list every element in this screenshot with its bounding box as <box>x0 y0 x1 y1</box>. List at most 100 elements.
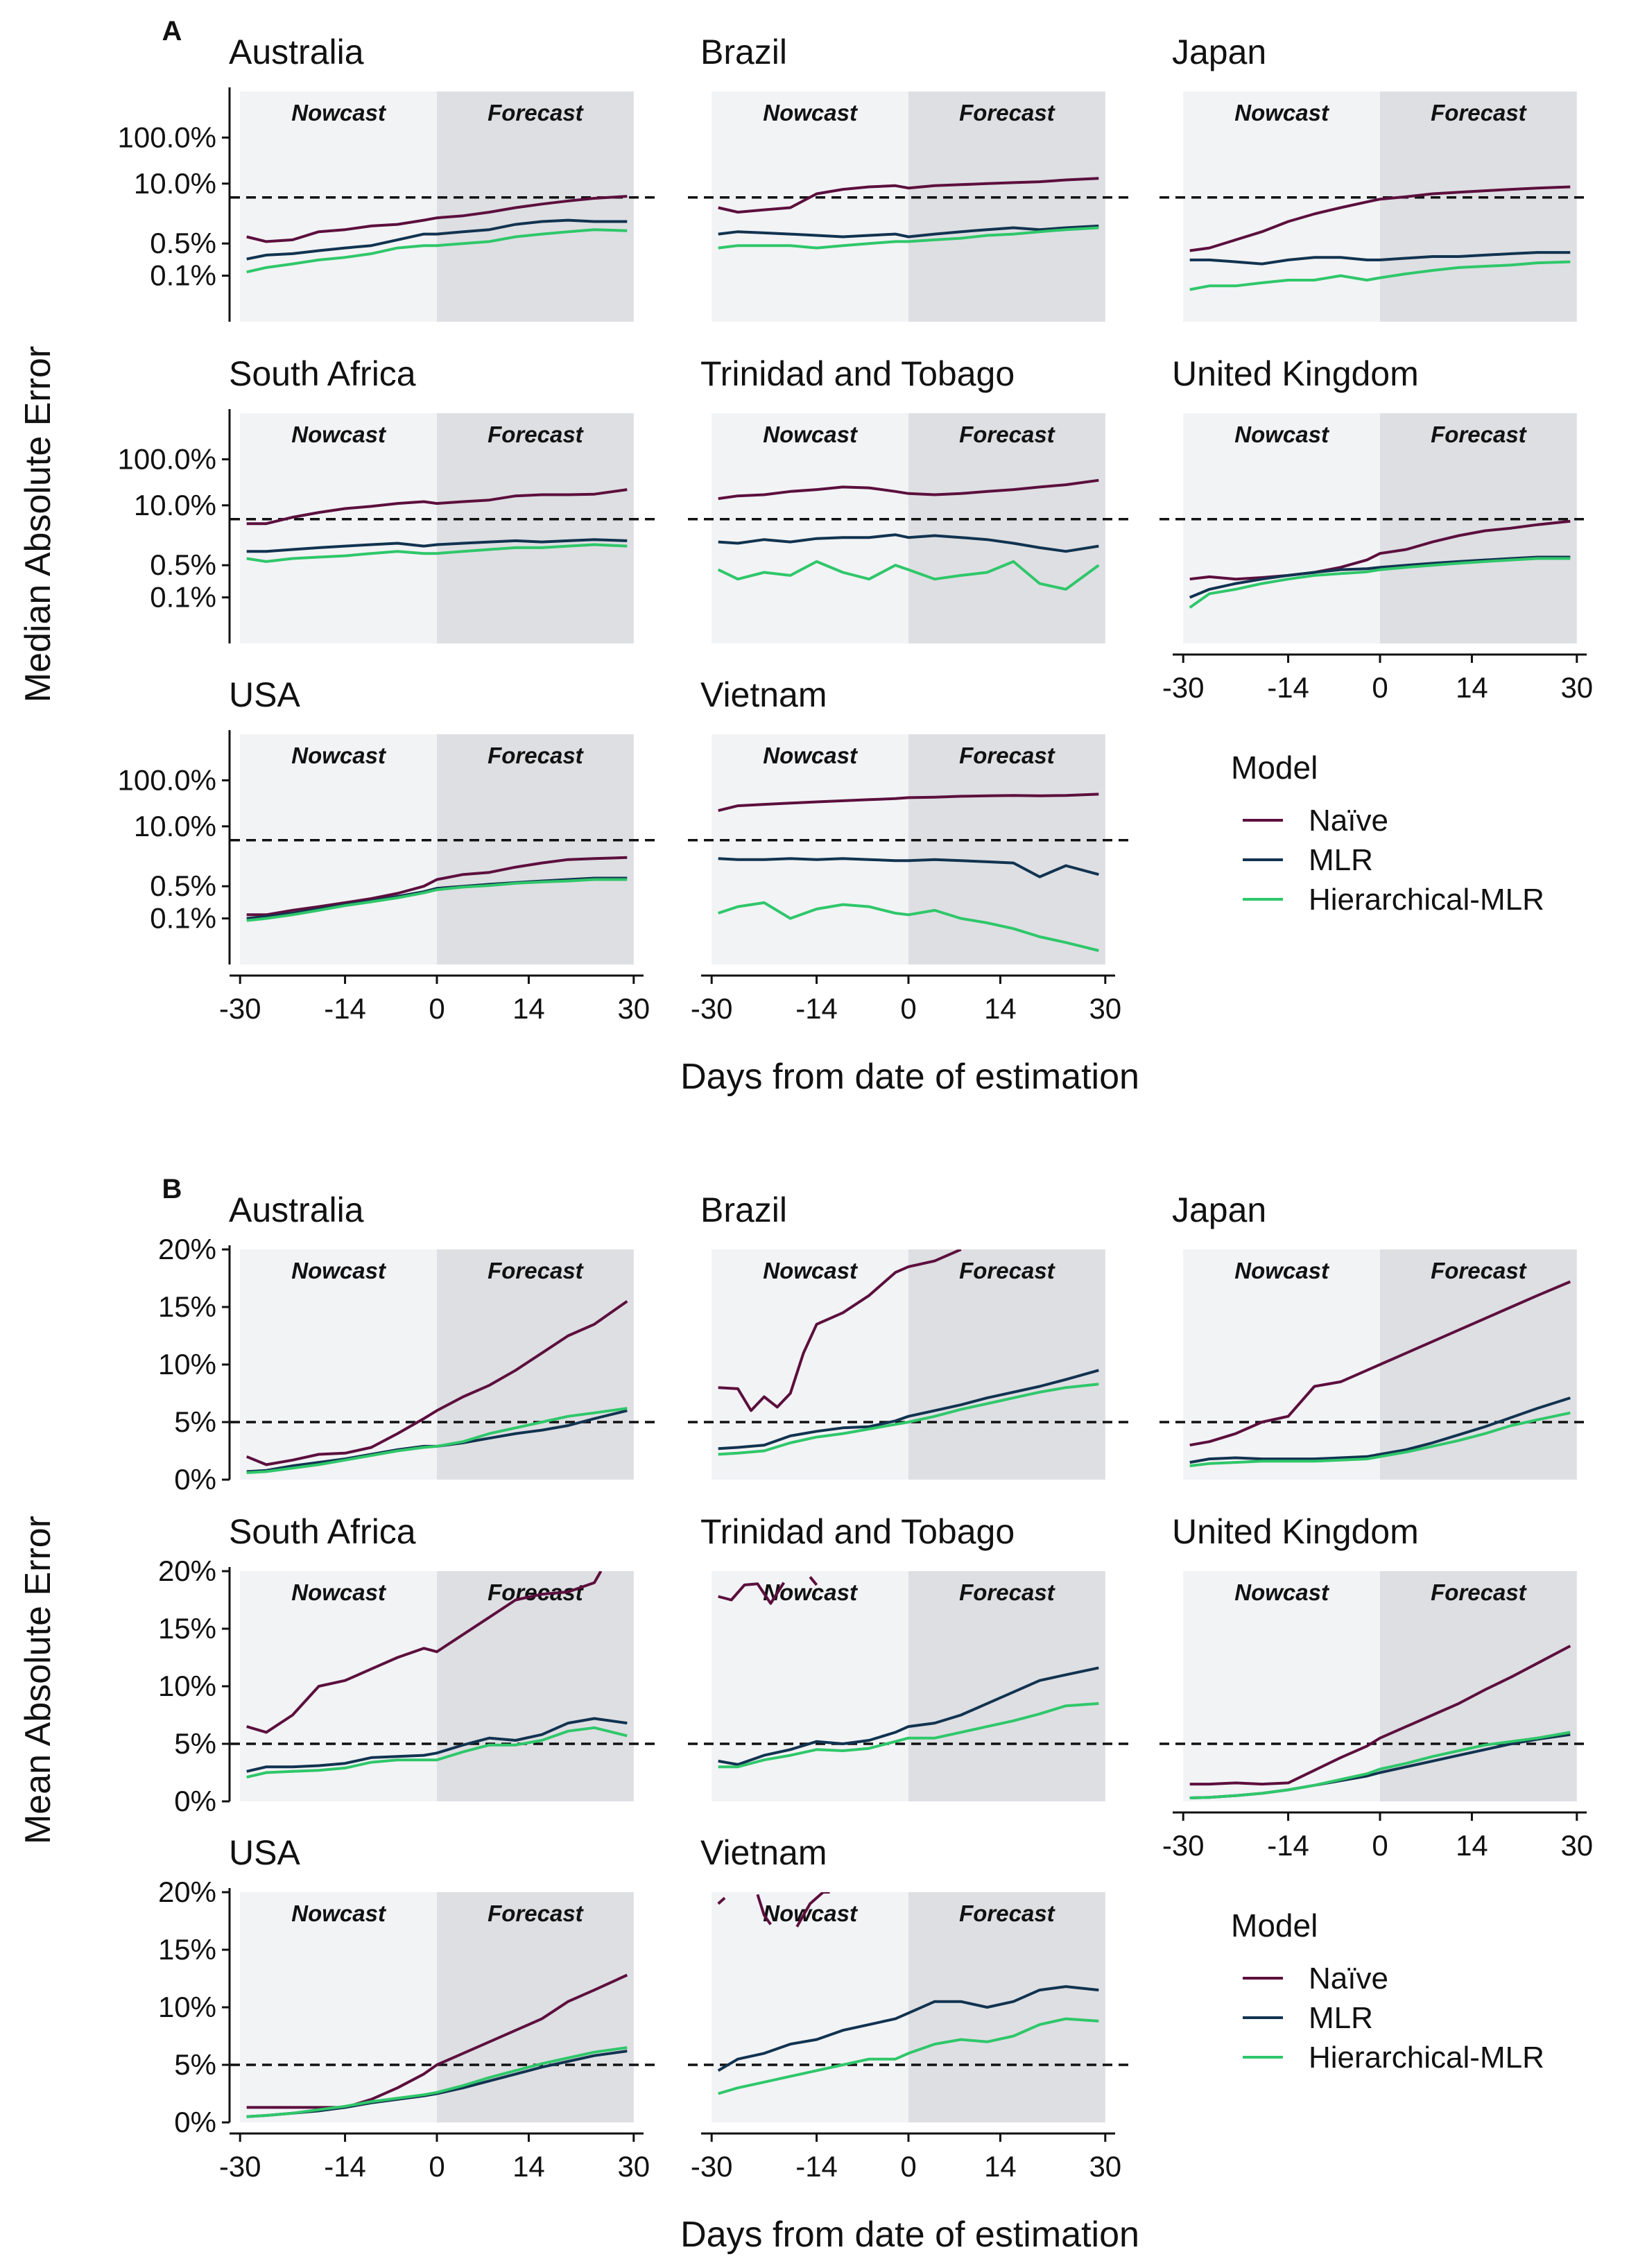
series-line-mlr <box>246 1717 628 1773</box>
forecast-region <box>437 1249 634 1480</box>
forecast-region <box>437 734 634 964</box>
y-tick-label: 10.0% <box>134 167 216 200</box>
nowcast-label: Nowcast <box>291 100 387 125</box>
nowcast-label: Nowcast <box>763 100 859 125</box>
forecast-label: Forecast <box>1431 100 1528 125</box>
y-tick-label: 10% <box>158 1348 216 1380</box>
series-line-mlr <box>718 533 1099 553</box>
forecast-label: Forecast <box>959 1579 1056 1605</box>
forecast-label: Forecast <box>1431 1258 1528 1283</box>
forecast-label: Forecast <box>488 422 585 447</box>
series-line-hier <box>246 2046 628 2118</box>
nowcast-label: Nowcast <box>291 1579 387 1605</box>
forecast-label: Forecast <box>488 1258 585 1283</box>
nowcast-region <box>712 1892 908 2122</box>
x-tick-label: 0 <box>900 992 916 1025</box>
nowcast-label: Nowcast <box>1234 1258 1330 1283</box>
facet-usa: USA Nowcast Forecast 0% 5% 10% 15% 20% -30 -14 0 14… <box>158 1833 657 2183</box>
nowcast-label: Nowcast <box>763 743 859 768</box>
nowcast-label: Nowcast <box>1234 100 1330 125</box>
series-line-hier <box>1189 260 1571 291</box>
series-line-naive <box>718 478 1099 501</box>
legend-title: Model <box>1231 1907 1318 1944</box>
series-line-naive <box>756 1894 772 1925</box>
facet-title: South Africa <box>229 354 416 393</box>
forecast-region <box>908 1892 1105 2122</box>
nowcast-region <box>712 1249 908 1480</box>
series-line-naive <box>245 1300 628 1466</box>
y-tick-label: 10% <box>158 1991 216 2023</box>
x-tick-label: -14 <box>1267 671 1309 704</box>
x-axis-title: Days from date of estimation <box>680 2215 1139 2255</box>
y-tick-label: 0% <box>174 2106 216 2138</box>
series-line-naive <box>717 1896 726 1905</box>
facet-south-africa: South Africa Nowcast Forecast 0.1%0.5% 10.0%… <box>118 354 657 643</box>
x-tick-label: -30 <box>691 992 733 1025</box>
series-line-hier <box>246 543 628 563</box>
forecast-region <box>437 92 634 322</box>
series-line-mlr <box>246 218 628 261</box>
series-line-mlr <box>718 224 1099 239</box>
forecast-region <box>908 1249 1105 1480</box>
series-line-mlr <box>1189 555 1571 599</box>
legend-label: MLR <box>1309 843 1373 877</box>
forecast-region <box>908 413 1105 643</box>
legend-label: Hierarchical-MLR <box>1309 883 1544 917</box>
y-tick-label: 100.0% <box>118 442 216 475</box>
x-tick-label: 30 <box>1089 992 1121 1025</box>
x-tick-label: 0 <box>1372 1829 1388 1862</box>
x-tick-label: 0 <box>429 992 445 1025</box>
series-line-hier <box>717 560 1100 591</box>
nowcast-label: Nowcast <box>291 743 387 768</box>
series-line-naive <box>718 1249 962 1412</box>
nowcast-region <box>712 413 908 643</box>
forecast-label: Forecast <box>488 743 585 768</box>
x-tick-label: 14 <box>984 2150 1017 2183</box>
chart-panel-a: A Median Absolute Error Days from date of … <box>18 16 1593 1097</box>
nowcast-region <box>240 1892 437 2122</box>
x-tick-label: 30 <box>1560 671 1593 704</box>
facet-title: Australia <box>229 1191 364 1229</box>
x-tick-label: 14 <box>984 992 1017 1025</box>
y-axis-title: Mean Absolute Error <box>18 1516 58 1844</box>
series-line-mlr <box>1189 251 1571 266</box>
series-line-hier <box>246 1726 628 1779</box>
nowcast-region <box>240 734 437 964</box>
forecast-region <box>1380 1249 1577 1480</box>
series-line-hier <box>1189 557 1571 609</box>
legend-label: Hierarchical-MLR <box>1309 2041 1544 2075</box>
y-tick-label: 0% <box>174 1785 216 1817</box>
x-tick-label: 14 <box>1456 1829 1488 1862</box>
y-tick-label: 100.0% <box>118 121 216 153</box>
forecast-region <box>437 413 634 643</box>
series-line-naive <box>246 488 628 526</box>
series-line-hier <box>718 1702 1099 1769</box>
legend: Model Naïve MLR Hierarchical-MLR <box>1231 1907 1544 2075</box>
nowcast-label: Nowcast <box>763 1258 859 1283</box>
x-tick-label: -30 <box>219 2150 261 2183</box>
facet-title: Vietnam <box>700 1833 827 1872</box>
series-line-naive <box>718 793 1099 813</box>
facet-title: Japan <box>1172 1191 1266 1229</box>
y-tick-label: 5% <box>174 2048 216 2081</box>
y-tick-label: 10% <box>158 1670 216 1702</box>
x-tick-label: 30 <box>617 992 650 1025</box>
nowcast-label: Nowcast <box>291 1258 387 1283</box>
series-line-naive <box>1189 185 1571 252</box>
y-tick-label: 5% <box>174 1727 216 1760</box>
facet-title: USA <box>229 1833 300 1872</box>
x-tick-label: -30 <box>219 992 261 1025</box>
facet-title: Australia <box>229 33 364 71</box>
forecast-label: Forecast <box>959 743 1056 768</box>
facet-title: Brazil <box>700 33 787 71</box>
nowcast-region <box>712 92 908 322</box>
x-tick-label: -14 <box>1267 1829 1309 1862</box>
legend-label: MLR <box>1309 2001 1373 2035</box>
legend-label: Naïve <box>1309 804 1388 838</box>
series-line-naive <box>718 177 1099 214</box>
forecast-label: Forecast <box>488 100 585 125</box>
facet-title: United Kingdom <box>1172 354 1419 393</box>
